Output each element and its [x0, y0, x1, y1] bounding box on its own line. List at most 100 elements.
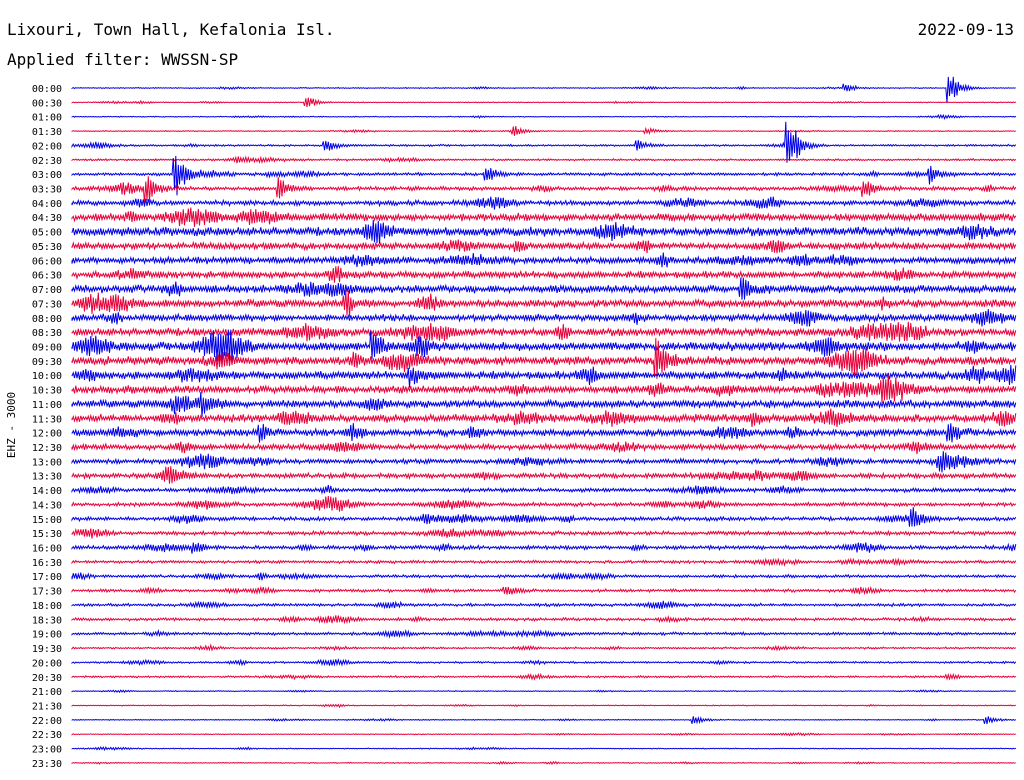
trace-1900	[71, 628, 1017, 639]
trace-2300	[71, 746, 1017, 752]
trace-2030	[71, 672, 1017, 681]
row-label-0200: 02:00	[32, 141, 62, 152]
trace-1500	[71, 507, 1017, 527]
row-label-1600: 16:00	[32, 544, 62, 555]
row-label-1100: 11:00	[32, 400, 62, 411]
row-label-2230: 22:30	[32, 730, 62, 741]
row-label-2330: 23:30	[32, 759, 62, 770]
row-label-1200: 12:00	[32, 429, 62, 440]
trace-0630	[71, 266, 1017, 283]
station-title: Lixouri, Town Hall, Kefalonia Isl.	[7, 20, 335, 39]
y-axis-label: EHZ - 3000	[5, 392, 18, 458]
trace-1030	[71, 374, 1017, 403]
row-label-0700: 07:00	[32, 285, 62, 296]
row-label-1230: 12:30	[32, 443, 62, 454]
row-label-1330: 13:30	[32, 472, 62, 483]
date-label: 2022-09-13	[917, 20, 1014, 39]
row-label-2100: 21:00	[32, 687, 62, 698]
row-label-1130: 11:30	[32, 414, 62, 425]
trace-1300	[71, 451, 1017, 473]
trace-1330	[71, 466, 1017, 484]
trace-0800	[71, 309, 1017, 327]
row-label-0630: 06:30	[32, 271, 62, 282]
trace-1530	[71, 527, 1017, 539]
trace-0030	[71, 97, 1017, 107]
row-label-0500: 05:00	[32, 228, 62, 239]
trace-0700	[71, 277, 1017, 300]
row-label-1400: 14:00	[32, 486, 62, 497]
trace-2000	[71, 657, 1017, 667]
trace-0600	[71, 252, 1017, 268]
trace-1200	[71, 423, 1017, 443]
row-label-0530: 05:30	[32, 242, 62, 253]
trace-0500	[71, 219, 1017, 244]
row-label-0000: 00:00	[32, 84, 62, 95]
row-label-2000: 20:00	[32, 658, 62, 669]
row-label-0600: 06:00	[32, 256, 62, 267]
trace-2200	[71, 716, 1017, 725]
trace-0300	[71, 155, 1017, 196]
trace-2130	[71, 703, 1016, 709]
row-label-2030: 20:30	[32, 673, 62, 684]
row-labels: 00:00 00:30 01:00 01:30 02:00 02:30 03:00 03:30…	[32, 84, 62, 770]
row-label-1430: 14:30	[32, 500, 62, 511]
row-label-2200: 22:00	[32, 716, 62, 727]
trace-1630	[71, 557, 1017, 568]
row-label-0930: 09:30	[32, 357, 62, 368]
row-label-1830: 18:30	[32, 615, 62, 626]
row-label-0730: 07:30	[32, 299, 62, 310]
row-label-0430: 04:30	[32, 213, 62, 224]
row-label-0130: 01:30	[32, 127, 62, 138]
row-label-2130: 21:30	[32, 701, 62, 712]
trace-0400	[71, 196, 1017, 210]
trace-0430	[71, 207, 1017, 227]
trace-1130	[71, 408, 1017, 428]
trace-2100	[71, 689, 1016, 694]
trace-0900	[71, 329, 1017, 365]
row-label-0800: 08:00	[32, 314, 62, 325]
trace-1800	[71, 600, 1017, 610]
row-label-1900: 19:00	[32, 630, 62, 641]
row-label-1000: 10:00	[32, 371, 62, 382]
trace-1600	[71, 542, 1017, 554]
row-label-1800: 18:00	[32, 601, 62, 612]
trace-1400	[71, 484, 1017, 495]
trace-1430	[71, 496, 1017, 512]
trace-1230	[71, 441, 1017, 455]
trace-1100	[71, 392, 1017, 417]
filter-label: Applied filter: WWSSN-SP	[7, 50, 239, 69]
trace-0730	[71, 289, 1017, 317]
trace-0530	[71, 239, 1017, 254]
row-label-1030: 10:30	[32, 386, 62, 397]
trace-0930	[71, 337, 1017, 380]
trace-1000	[71, 364, 1017, 388]
trace-1930	[71, 643, 1017, 652]
row-label-1630: 16:30	[32, 558, 62, 569]
trace-2230	[71, 731, 1016, 737]
row-label-0030: 00:30	[32, 98, 62, 109]
row-label-1700: 17:00	[32, 572, 62, 583]
trace-0330	[71, 176, 1017, 204]
row-label-1500: 15:00	[32, 515, 62, 526]
trace-0130	[71, 126, 1016, 136]
seismic-traces	[71, 76, 1017, 766]
row-label-0830: 08:30	[32, 328, 62, 339]
row-label-1930: 19:30	[32, 644, 62, 655]
row-label-1300: 13:00	[32, 457, 62, 468]
row-label-0100: 01:00	[32, 113, 62, 124]
trace-1730	[71, 585, 1017, 596]
trace-2330	[71, 760, 1016, 766]
row-label-0400: 04:00	[32, 199, 62, 210]
trace-0200	[71, 121, 1017, 163]
row-label-1530: 15:30	[32, 529, 62, 540]
trace-1830	[71, 614, 1017, 625]
trace-0000	[71, 76, 1016, 103]
row-label-1730: 17:30	[32, 587, 62, 598]
trace-1700	[71, 571, 1017, 582]
trace-0100	[71, 113, 1017, 120]
row-label-0300: 03:00	[32, 170, 62, 181]
row-label-2300: 23:00	[32, 745, 62, 756]
row-label-0330: 03:30	[32, 185, 62, 196]
row-label-0230: 02:30	[32, 156, 62, 167]
